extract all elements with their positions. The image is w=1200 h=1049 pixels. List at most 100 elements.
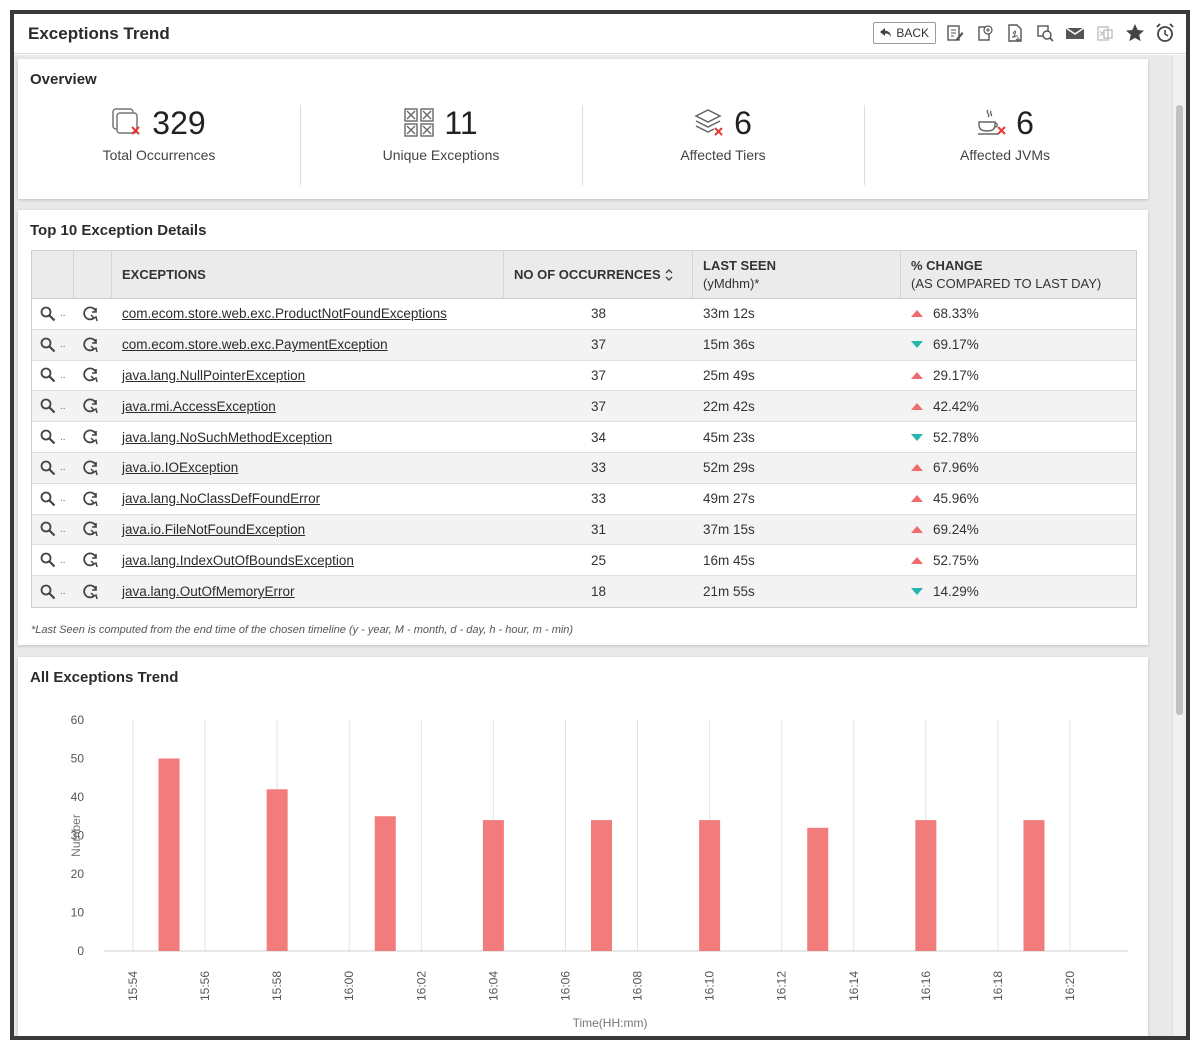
vertical-scrollbar[interactable] [1172,55,1186,1036]
cell-change: 14.29% [901,576,1136,607]
more-dots-icon[interactable]: .. [60,493,66,505]
x-tick-label: 16:06 [558,971,572,1001]
stack-trace-icon[interactable] [82,520,100,538]
more-dots-icon[interactable]: .. [60,369,66,381]
cell-trace [74,545,112,575]
x-tick-label: 16:08 [631,971,645,1001]
magnifier-icon[interactable] [40,306,56,322]
email-icon[interactable] [1064,22,1086,44]
more-dots-icon[interactable]: .. [60,431,66,443]
magnifier-icon[interactable] [40,521,56,537]
change-value: 69.17% [933,337,979,353]
change-value: 14.29% [933,584,979,600]
cell-search: .. [32,361,74,391]
stack-trace-icon[interactable] [82,397,100,415]
more-dots-icon[interactable]: .. [60,586,66,598]
x-axis-label: Time(HH:mm) [573,1016,648,1030]
stack-trace-icon[interactable] [82,366,100,384]
kpi-total-occurrences: 329 Total Occurrences [18,101,300,181]
magnifier-icon[interactable] [40,429,56,445]
x-tick-label: 16:02 [414,971,428,1001]
edit-report-icon[interactable] [944,22,966,44]
cell-search: .. [32,576,74,607]
table-row: .. com.ecom.store.web.exc.PaymentExceptio… [32,329,1136,361]
trend-up-icon [911,556,923,564]
stack-trace-icon[interactable] [82,583,100,601]
exception-link[interactable]: com.ecom.store.web.exc.ProductNotFoundEx… [122,306,447,322]
pdf-icon[interactable] [1004,22,1026,44]
stack-trace-icon[interactable] [82,428,100,446]
bar [591,820,612,951]
kpi-affected-jvms: 6 Affected JVMs [864,101,1146,181]
magnifier-icon[interactable] [40,584,56,600]
exception-link[interactable]: java.lang.NoSuchMethodException [122,429,333,445]
exception-link[interactable]: java.lang.OutOfMemoryError [122,584,295,600]
magnifier-icon[interactable] [40,491,56,507]
magnifier-icon[interactable] [40,337,56,353]
header-last-seen-label: LAST SEEN [703,257,776,273]
cell-trace [74,299,112,329]
cell-search: .. [32,299,74,329]
more-dots-icon[interactable]: .. [60,523,66,535]
more-dots-icon[interactable]: .. [60,554,66,566]
stack-trace-icon[interactable] [82,336,100,354]
favorite-star-icon[interactable] [1124,22,1146,44]
stack-trace-icon[interactable] [82,305,100,323]
exception-link[interactable]: java.io.FileNotFoundException [122,521,306,537]
magnifier-icon[interactable] [40,367,56,383]
cell-change: 42.42% [901,391,1136,421]
kpi-value: 6 [1016,104,1034,141]
stack-trace-icon[interactable] [82,551,100,569]
exception-link[interactable]: java.io.IOException [122,460,239,476]
toolbar: BACK [873,22,1176,44]
divider [582,105,583,185]
magnifier-icon[interactable] [40,552,56,568]
exception-link[interactable]: java.lang.NullPointerException [122,367,306,383]
scrollbar-thumb[interactable] [1176,105,1183,715]
unique-exceptions-icon [404,108,435,137]
header-occurrences[interactable]: NO OF OCCURRENCES [504,251,693,298]
excel-icon[interactable] [1094,22,1116,44]
back-button[interactable]: BACK [873,22,936,44]
exception-link[interactable]: java.lang.IndexOutOfBoundsException [122,552,354,568]
search-doc-icon[interactable] [1034,22,1056,44]
cell-trace [74,453,112,483]
trend-up-icon [911,525,923,533]
cell-occurrences: 37 [590,337,607,353]
title-bar: Exceptions Trend BACK [14,14,1186,54]
kpi-label: Affected JVMs [959,147,1050,163]
sort-icon[interactable] [664,268,674,282]
alarm-clock-icon[interactable] [1154,22,1176,44]
x-tick-label: 16:18 [991,971,1005,1001]
more-dots-icon[interactable]: .. [60,400,66,412]
back-arrow-icon [880,28,892,37]
table-row: .. java.io.IOException 33 52m 29s 67.96% [32,452,1136,484]
more-dots-icon[interactable]: .. [60,462,66,474]
jvm-icon [978,109,1006,135]
magnifier-icon[interactable] [40,398,56,414]
cell-exception: java.io.IOException [112,453,504,483]
cell-search: .. [32,515,74,545]
content-area: Overview 329 Total Occurrences 11 Unique… [14,55,1172,1036]
more-dots-icon[interactable]: .. [60,308,66,320]
stack-trace-icon[interactable] [82,490,100,508]
overview-card: Overview 329 Total Occurrences 11 Unique… [18,59,1148,199]
cell-last-seen: 33m 12s [703,306,755,322]
cell-occurrences: 38 [590,306,607,322]
cell-occurrences: 18 [590,584,607,600]
cell-trace [74,484,112,514]
exception-link[interactable]: java.rmi.AccessException [122,398,276,414]
table-row: .. java.lang.NullPointerException 37 25m 49… [32,361,1136,392]
cell-search: .. [32,391,74,421]
more-dots-icon[interactable]: .. [60,339,66,351]
x-tick-label: 16:14 [847,971,861,1001]
header-last-seen: LAST SEEN (yMdhm)* [693,251,901,298]
exception-link[interactable]: com.ecom.store.web.exc.PaymentException [122,337,388,353]
kpi-affected-tiers: 6 Affected Tiers [582,101,864,181]
kpi-value: 6 [734,104,752,141]
exception-link[interactable]: java.lang.NoClassDefFoundError [122,491,321,507]
cell-occurrences: 37 [590,398,607,414]
stack-trace-icon[interactable] [82,459,100,477]
magnifier-icon[interactable] [40,460,56,476]
export-icon[interactable] [974,22,996,44]
